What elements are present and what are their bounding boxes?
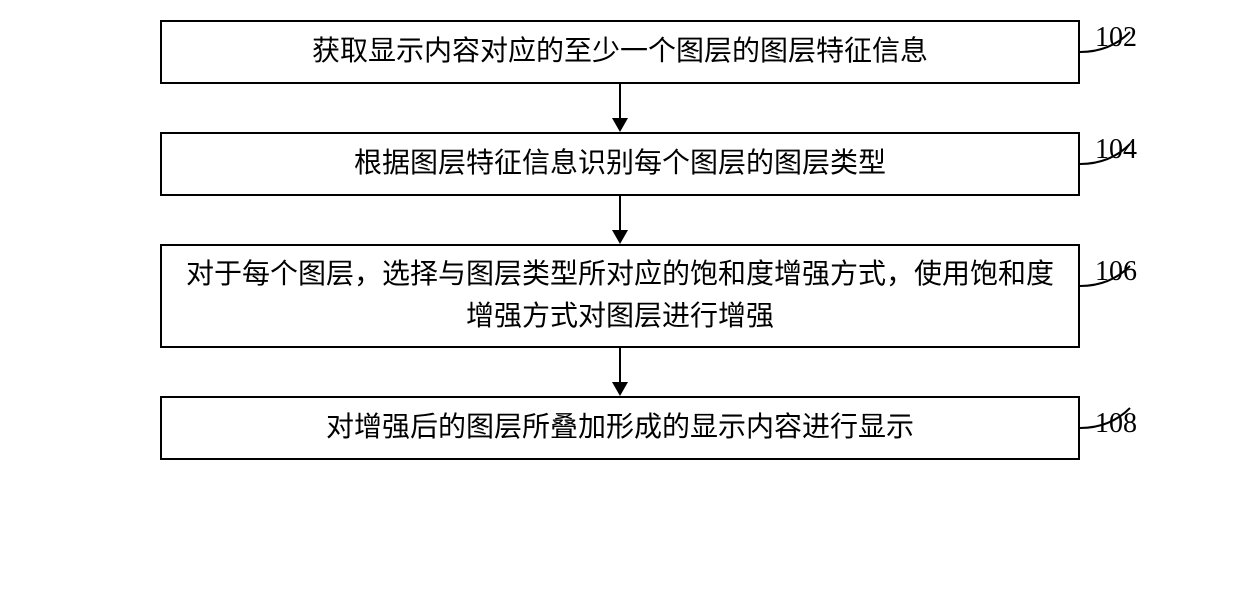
step-box-106: 对于每个图层，选择与图层类型所对应的饱和度增强方式，使用饱和度增强方式对图层进行… <box>160 244 1080 348</box>
arrow-line-2 <box>619 196 621 230</box>
label-102: 102 <box>1095 22 1137 54</box>
step-text-108: 对增强后的图层所叠加形成的显示内容进行显示 <box>326 407 914 449</box>
arrow-line-3 <box>619 348 621 382</box>
label-108: 108 <box>1095 408 1137 440</box>
step-container-4: 对增强后的图层所叠加形成的显示内容进行显示 <box>160 396 1080 460</box>
arrow-head-icon <box>612 382 628 396</box>
step-text-106: 对于每个图层，选择与图层类型所对应的饱和度增强方式，使用饱和度增强方式对图层进行… <box>182 254 1058 338</box>
arrow-2 <box>60 196 1180 244</box>
label-104: 104 <box>1095 134 1137 166</box>
arrow-line-1 <box>619 84 621 118</box>
step-container-3: 对于每个图层，选择与图层类型所对应的饱和度增强方式，使用饱和度增强方式对图层进行… <box>160 244 1080 348</box>
arrow-1 <box>60 84 1180 132</box>
arrow-head-icon <box>612 118 628 132</box>
step-box-108: 对增强后的图层所叠加形成的显示内容进行显示 <box>160 396 1080 460</box>
arrow-3 <box>60 348 1180 396</box>
arrow-head-icon <box>612 230 628 244</box>
step-container-1: 获取显示内容对应的至少一个图层的图层特征信息 <box>160 20 1080 84</box>
label-106: 106 <box>1095 256 1137 288</box>
step-text-102: 获取显示内容对应的至少一个图层的图层特征信息 <box>312 31 928 73</box>
step-box-102: 获取显示内容对应的至少一个图层的图层特征信息 <box>160 20 1080 84</box>
step-text-104: 根据图层特征信息识别每个图层的图层类型 <box>354 143 886 185</box>
step-container-2: 根据图层特征信息识别每个图层的图层类型 <box>160 132 1080 196</box>
step-box-104: 根据图层特征信息识别每个图层的图层类型 <box>160 132 1080 196</box>
flowchart-container: 获取显示内容对应的至少一个图层的图层特征信息 根据图层特征信息识别每个图层的图层… <box>60 20 1180 460</box>
